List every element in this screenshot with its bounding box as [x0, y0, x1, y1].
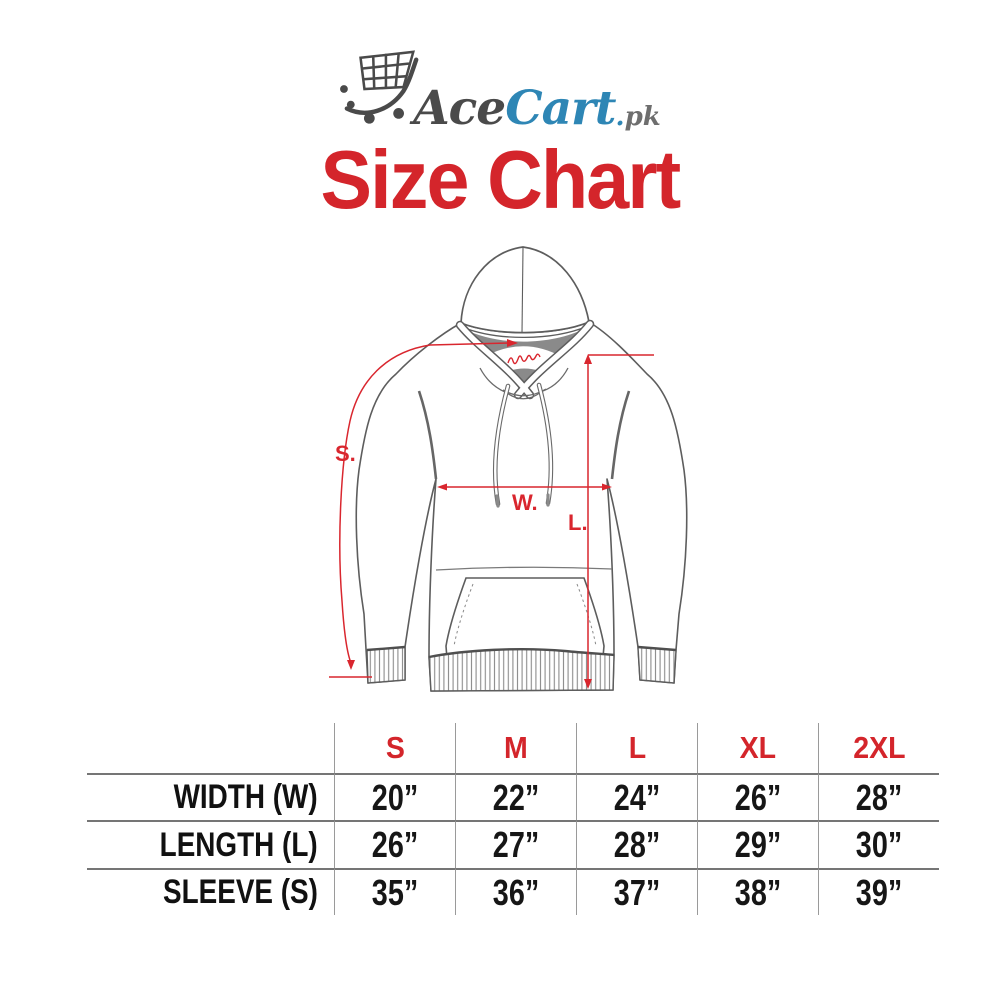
brand-logo: Ace Cart . pk: [0, 40, 1000, 132]
brand-name-ace: Ace: [413, 81, 506, 136]
brand-name-cart: Cart: [505, 81, 616, 136]
row-label-width: WIDTH (W): [87, 773, 334, 820]
table-cell: 35”: [334, 868, 455, 915]
table-cell: 26”: [334, 820, 455, 868]
row-label-length: LENGTH (L): [87, 820, 334, 868]
table-cell: 29”: [697, 820, 818, 868]
sleeve-measure-label: S.: [335, 441, 356, 466]
table-cell: 20”: [334, 773, 455, 820]
table-cell: 30”: [818, 820, 939, 868]
page-title: Size Chart: [320, 133, 682, 226]
col-header-l: L: [576, 723, 697, 773]
brand-tld: pk: [624, 102, 661, 132]
drawstrings: [492, 382, 554, 508]
table-cell: 27”: [455, 820, 576, 868]
table-cell: 24”: [576, 773, 697, 820]
col-header-xl: XL: [697, 723, 818, 773]
table-cell: 37”: [576, 868, 697, 915]
measurement-arrowheads: [347, 339, 612, 689]
hoodie-measurement-diagram: S. W. L.: [329, 246, 688, 692]
table-cell: 28”: [818, 773, 939, 820]
length-measure-label: L.: [568, 510, 588, 535]
measurement-lines: [329, 342, 654, 684]
table-cell: 38”: [697, 868, 818, 915]
col-header-s: S: [334, 723, 455, 773]
table-corner-cell: [87, 723, 334, 773]
table-cell: 26”: [697, 773, 818, 820]
hoodie-outline: [355, 246, 688, 692]
size-chart-table: S M L XL 2XL WIDTH (W) 20” 22” 24” 26” 2…: [87, 723, 939, 915]
col-header-m: M: [455, 723, 576, 773]
table-cell: 22”: [455, 773, 576, 820]
collar-signature: [507, 353, 541, 365]
width-measure-label: W.: [512, 490, 538, 515]
row-label-sleeve: SLEEVE (S): [87, 868, 334, 915]
table-cell: 36”: [455, 868, 576, 915]
table-cell: 28”: [576, 820, 697, 868]
brand-tld-dot: .: [615, 102, 625, 132]
col-header-2xl: 2XL: [818, 723, 939, 773]
shopping-cart-icon: [340, 50, 419, 124]
table-cell: 39”: [818, 868, 939, 915]
